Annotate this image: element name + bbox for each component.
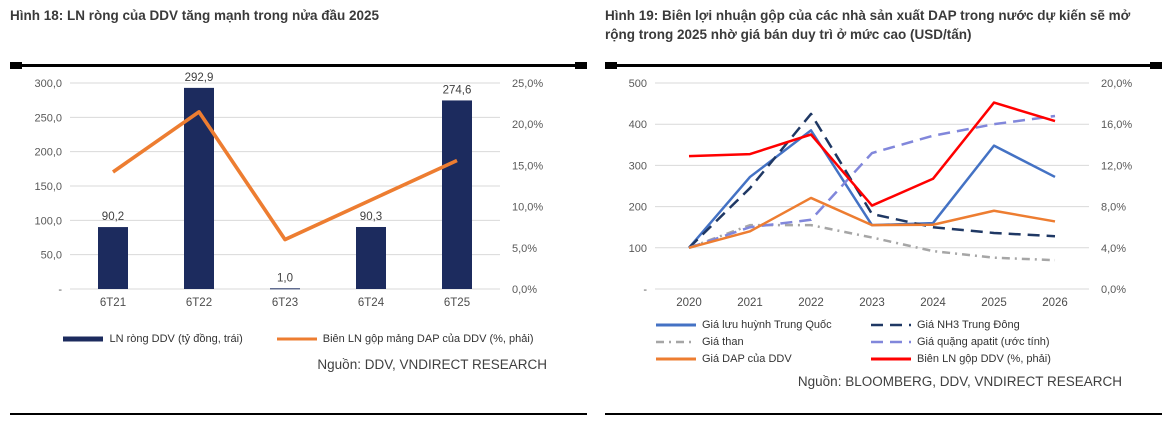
axis-label: 5,0% [512, 243, 537, 255]
figure-18-source: Nguồn: DDV, VNDIRECT RESEARCH [317, 357, 547, 372]
axis-label: 2022 [798, 297, 824, 309]
axis-label: - [58, 284, 62, 296]
legend-label: Biên LN gộp DDV (%, phải) [917, 353, 1051, 365]
line-swatch-icon [656, 323, 696, 327]
axis-label: 20,0% [1101, 78, 1132, 90]
axis-label: 292,9 [185, 72, 214, 84]
legend-label: Giá DAP của DDV [702, 353, 792, 365]
figure-18-title: Hình 18: LN ròng của DDV tăng mạnh trong… [10, 8, 380, 23]
legend-label: Giá NH3 Trung Đông [917, 319, 1020, 331]
bar-6T23 [270, 288, 300, 290]
axis-label: 2026 [1042, 297, 1068, 309]
axis-label: 4,0% [1101, 243, 1126, 255]
series-line [688, 196, 1056, 250]
axis-label: 2021 [737, 297, 763, 309]
axis-label: 6T23 [272, 297, 298, 309]
bar-6T22 [184, 87, 214, 289]
axis-label: 200,0 [34, 147, 62, 159]
series-line [688, 114, 1056, 249]
figure-19-title: Hình 19: Biên lợi nhuận gộp của các nhà … [605, 8, 1131, 42]
axis-label: 150,0 [34, 181, 62, 193]
axis-label: 2020 [676, 297, 702, 309]
figure-19-top-rule [605, 62, 1162, 69]
axis-label: 1,0 [277, 272, 293, 284]
axis-label: 10,0% [512, 202, 543, 214]
legend-label: LN ròng DDV (tỷ đồng, trái) [109, 333, 243, 345]
line-swatch-icon [656, 357, 696, 361]
axis-label: 6T21 [100, 297, 126, 309]
axis-label: 0,0% [1101, 284, 1126, 296]
bar-6T24 [356, 226, 386, 289]
legend-item: Biên LN gộp DDV (%, phải) [871, 353, 1111, 365]
line-swatch-icon [871, 340, 911, 344]
legend-item: Giá than [656, 336, 871, 348]
axis-label: 15,0% [512, 160, 543, 172]
axis-label: 100 [629, 243, 647, 255]
axis-label: 200 [629, 202, 647, 214]
legend-item: LN ròng DDV (tỷ đồng, trái) [63, 333, 243, 345]
axis-label: 50,0 [41, 250, 62, 262]
axis-label: 250,0 [34, 112, 62, 124]
figure-19-legend: Giá lưu huỳnh Trung Quốc Giá NH3 Trung Đô… [605, 319, 1162, 365]
axis-label: 2024 [920, 297, 946, 309]
legend-item: Giá NH3 Trung Đông [871, 319, 1111, 331]
axis-label: 6T22 [186, 297, 212, 309]
figure-19-panel: Hình 19: Biên lợi nhuận gộp của các nhà … [605, 0, 1162, 431]
axis-label: 25,0% [512, 78, 543, 90]
axis-label: 90,3 [360, 211, 382, 223]
bar-6T25 [442, 100, 472, 289]
series-line [688, 112, 1056, 249]
legend-item: Giá DAP của DDV [656, 353, 871, 365]
figure-18-top-rule [10, 62, 587, 69]
bar-swatch-icon [63, 336, 104, 342]
axis-label: 300 [629, 160, 647, 172]
legend-label: Giá quặng apatit (ước tính) [917, 336, 1050, 348]
axis-label: 16,0% [1101, 119, 1132, 131]
axis-label: 12,0% [1101, 160, 1132, 172]
figure-18-bottom-rule [10, 413, 587, 415]
axis-label: 100,0 [34, 215, 62, 227]
axis-label: 300,0 [34, 78, 62, 90]
legend-item: Giá lưu huỳnh Trung Quốc [656, 319, 871, 331]
axis-label: 400 [629, 119, 647, 131]
axis-label: 8,0% [1101, 202, 1126, 214]
legend-label: Giá than [702, 336, 744, 348]
axis-label: 6T24 [358, 297, 385, 309]
axis-label: 500 [629, 78, 647, 90]
line-swatch-icon [656, 340, 696, 344]
figure-18-panel: Hình 18: LN ròng của DDV tăng mạnh trong… [10, 0, 587, 431]
fig18-bar-line-chart: - 50,0 100,0 150,0 200,0 250,0 300,0 0,0% 5,0% 10… [34, 72, 543, 309]
axis-label: 0,0% [512, 284, 537, 296]
axis-label: 2025 [981, 297, 1007, 309]
axis-label: 2023 [859, 297, 885, 309]
margin-line [111, 110, 458, 242]
axis-label: 90,2 [102, 211, 124, 223]
axis-label: 6T25 [444, 297, 470, 309]
legend-label: Giá lưu huỳnh Trung Quốc [702, 319, 832, 331]
series-line [688, 101, 1056, 207]
bar-6T21 [98, 227, 128, 289]
legend-item: Biên LN gộp mảng DAP của DDV (%, phải) [276, 333, 534, 345]
line-swatch-icon [871, 323, 911, 327]
figure-18-legend: LN ròng DDV (tỷ đồng, trái) Biên LN gộp m… [10, 333, 587, 345]
legend-label: Biên LN gộp mảng DAP của DDV (%, phải) [322, 333, 534, 345]
axis-label: 274,6 [443, 84, 472, 96]
figure-19-source: Nguồn: BLOOMBERG, DDV, VNDIRECT RESEARCH [797, 374, 1122, 389]
legend-item: Giá quặng apatit (ước tính) [871, 336, 1111, 348]
bar-series [98, 87, 472, 290]
line-swatch-icon [871, 357, 911, 361]
line-swatch-icon [276, 337, 317, 341]
figure-19-bottom-rule [605, 413, 1162, 415]
series-line [688, 223, 1056, 262]
fig19-multiline-chart: - 100 200 300 400 500 0,0% 4,0% 8,0% 12,0% 16,0% 20… [629, 78, 1133, 309]
axis-label: 20,0% [512, 119, 543, 131]
axis-label: - [643, 284, 647, 296]
